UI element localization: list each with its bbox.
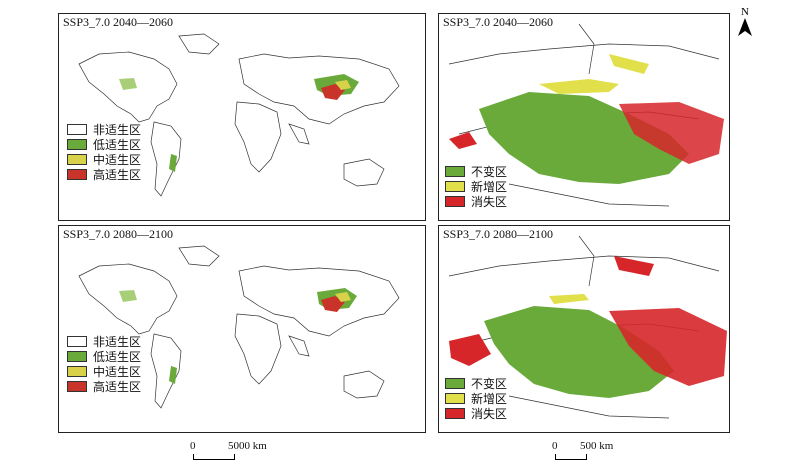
change-legend: 不变区 新增区 消失区	[445, 164, 507, 209]
legend-item: 非适生区	[67, 334, 141, 349]
world-map-2040-2060: SSP3_7.0 2040—2060 非适生区 低适生区 中适生区 高适生区	[58, 13, 426, 221]
legend-swatch	[445, 408, 465, 419]
legend-swatch	[67, 351, 87, 362]
scalebar-distance: 5000 km	[228, 440, 267, 452]
lost-area	[614, 256, 654, 276]
legend-swatch	[67, 381, 87, 392]
tibet-map-2040-2060: SSP3_7.0 2040—2060 不变区 新增区 消失区	[438, 13, 730, 221]
legend-swatch	[67, 139, 87, 150]
legend-item: 高适生区	[67, 379, 141, 394]
scalebar-distance: 500 km	[580, 440, 614, 452]
legend-item: 高适生区	[67, 167, 141, 182]
legend-item: 消失区	[445, 406, 507, 421]
legend-swatch	[67, 169, 87, 180]
suitability-legend: 非适生区 低适生区 中适生区 高适生区	[67, 122, 141, 182]
legend-swatch	[67, 124, 87, 135]
north-arrow-label: N	[741, 6, 749, 18]
legend-item: 不变区	[445, 376, 507, 391]
lost-area	[449, 334, 491, 366]
legend-item: 新增区	[445, 391, 507, 406]
legend-item: 中适生区	[67, 364, 141, 379]
tibet-map-svg	[448, 235, 727, 419]
lost-area	[609, 308, 727, 386]
legend-item: 中适生区	[67, 152, 141, 167]
high-suitability-area	[321, 296, 345, 312]
suitability-area-asia	[119, 288, 357, 384]
legend-swatch	[445, 196, 465, 207]
lost-area	[619, 102, 724, 164]
legend-swatch	[445, 378, 465, 389]
world-map-2080-2100: SSP3_7.0 2080—2100 非适生区 低适生区 中适生区 高适生区	[58, 225, 426, 433]
mid-suitability-area	[335, 80, 351, 90]
panel-title: SSP3_7.0 2080—2100	[443, 227, 554, 241]
new-area	[609, 54, 649, 74]
tibet-map-svg	[448, 23, 724, 207]
unchanged-area	[479, 92, 689, 184]
panel-title: SSP3_7.0 2040—2060	[443, 15, 554, 29]
world-map-svg	[78, 245, 400, 409]
world-map-svg	[78, 33, 400, 197]
mid-suitability-area	[335, 292, 351, 302]
legend-swatch	[67, 154, 87, 165]
legend-item: 消失区	[445, 194, 507, 209]
legend-swatch	[67, 336, 87, 347]
legend-swatch	[67, 366, 87, 377]
scalebar-zero: 0	[552, 440, 558, 452]
new-area	[549, 294, 589, 304]
scalebar-line	[555, 454, 587, 460]
high-suitability-area	[321, 84, 345, 100]
panel-title: SSP3_7.0 2040—2060	[63, 15, 174, 29]
legend-item: 低适生区	[67, 349, 141, 364]
scalebar-line	[193, 454, 235, 460]
legend-item: 新增区	[445, 179, 507, 194]
unchanged-area	[484, 306, 674, 398]
legend-item: 非适生区	[67, 122, 141, 137]
legend-swatch	[445, 166, 465, 177]
suitability-legend: 非适生区 低适生区 中适生区 高适生区	[67, 334, 141, 394]
lost-area	[449, 132, 477, 149]
tibet-map-2080-2100: SSP3_7.0 2080—2100 不变区 新增区 消失区	[438, 225, 730, 433]
north-arrow: N	[736, 6, 754, 42]
world-scalebar: 0 5000 km	[190, 440, 280, 464]
new-area	[539, 79, 619, 94]
legend-swatch	[445, 181, 465, 192]
tibet-scalebar: 0 500 km	[552, 440, 632, 464]
scalebar-zero: 0	[190, 440, 196, 452]
panel-title: SSP3_7.0 2080—2100	[63, 227, 174, 241]
north-arrow-icon	[738, 18, 752, 36]
legend-item: 不变区	[445, 164, 507, 179]
legend-item: 低适生区	[67, 137, 141, 152]
change-legend: 不变区 新增区 消失区	[445, 376, 507, 421]
legend-swatch	[445, 393, 465, 404]
